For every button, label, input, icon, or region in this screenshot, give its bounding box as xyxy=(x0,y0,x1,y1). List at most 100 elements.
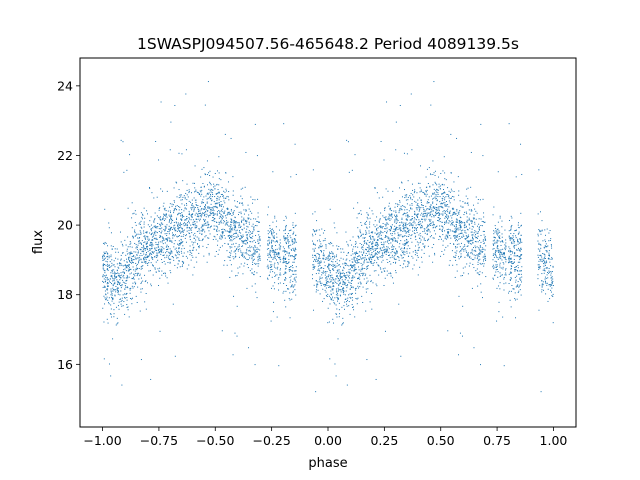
data-point xyxy=(406,235,408,237)
data-point xyxy=(234,205,236,207)
data-point xyxy=(109,281,111,283)
data-point xyxy=(455,240,457,242)
data-point xyxy=(237,234,239,236)
data-point xyxy=(113,302,115,304)
data-point xyxy=(377,265,379,267)
data-point xyxy=(132,259,134,261)
data-point xyxy=(189,254,191,256)
data-point xyxy=(203,219,205,221)
data-point xyxy=(414,214,416,216)
data-point xyxy=(429,213,431,215)
data-point xyxy=(177,223,179,225)
data-point xyxy=(320,243,322,245)
data-point xyxy=(453,211,455,213)
data-point xyxy=(543,263,545,265)
data-point xyxy=(143,253,145,255)
data-point xyxy=(243,241,245,243)
data-point xyxy=(329,286,331,288)
data-point xyxy=(193,210,195,212)
data-point xyxy=(104,272,106,274)
data-point xyxy=(511,265,513,267)
data-point xyxy=(484,253,486,255)
data-point xyxy=(324,265,326,267)
data-point xyxy=(201,193,203,195)
data-point xyxy=(143,249,145,251)
data-point xyxy=(346,301,348,303)
data-point xyxy=(183,247,185,249)
data-point xyxy=(286,252,288,254)
data-point xyxy=(538,169,540,171)
data-point xyxy=(419,187,421,189)
data-point xyxy=(361,224,363,226)
data-point xyxy=(102,265,104,267)
data-point xyxy=(131,252,133,254)
data-point xyxy=(381,226,383,228)
data-point xyxy=(177,243,179,245)
data-point xyxy=(509,279,511,281)
data-point xyxy=(253,249,255,251)
data-point xyxy=(125,293,127,295)
data-point xyxy=(361,265,363,267)
data-point xyxy=(537,213,539,215)
data-point xyxy=(120,290,122,292)
data-point xyxy=(233,224,235,226)
data-point xyxy=(351,304,353,306)
data-point xyxy=(138,240,140,242)
data-point xyxy=(498,236,500,238)
data-point xyxy=(113,316,115,318)
data-point xyxy=(443,184,445,186)
data-point xyxy=(191,252,193,254)
data-point xyxy=(550,283,552,285)
data-point xyxy=(542,240,544,242)
data-point xyxy=(277,283,279,285)
data-point xyxy=(218,184,220,186)
data-point xyxy=(271,265,273,267)
data-point xyxy=(138,259,140,261)
data-point xyxy=(446,220,448,222)
data-point xyxy=(153,220,155,222)
data-point xyxy=(178,189,180,191)
data-point xyxy=(338,264,340,266)
data-point xyxy=(514,253,516,255)
data-point xyxy=(492,277,494,279)
data-point xyxy=(351,293,353,295)
data-point xyxy=(149,226,151,228)
data-point xyxy=(171,221,173,223)
data-point xyxy=(455,227,457,229)
data-point xyxy=(145,280,147,282)
data-point xyxy=(351,292,353,294)
data-point xyxy=(251,272,253,274)
data-point xyxy=(192,247,194,249)
data-point xyxy=(494,251,496,253)
data-point xyxy=(365,220,367,222)
data-point xyxy=(545,243,547,245)
data-point xyxy=(119,298,121,300)
data-point xyxy=(458,190,460,192)
data-point xyxy=(442,214,444,216)
data-point xyxy=(292,267,294,269)
data-point xyxy=(127,275,129,277)
data-point xyxy=(113,313,115,315)
data-point xyxy=(246,234,248,236)
data-point xyxy=(375,248,377,250)
data-point xyxy=(221,187,223,189)
data-point xyxy=(122,252,124,254)
data-point xyxy=(284,279,286,281)
data-point xyxy=(407,241,409,243)
data-point xyxy=(509,238,511,240)
data-point xyxy=(444,172,446,174)
data-point xyxy=(374,253,376,255)
data-point xyxy=(246,263,248,265)
data-point xyxy=(335,288,337,290)
data-point xyxy=(151,239,153,241)
data-point xyxy=(471,259,473,261)
data-point xyxy=(519,261,521,263)
data-point xyxy=(179,244,181,246)
data-point xyxy=(206,202,208,204)
data-point xyxy=(163,220,165,222)
data-point xyxy=(332,277,334,279)
data-point xyxy=(141,265,143,267)
data-point xyxy=(271,247,273,249)
data-point xyxy=(234,256,236,258)
data-point xyxy=(224,224,226,226)
